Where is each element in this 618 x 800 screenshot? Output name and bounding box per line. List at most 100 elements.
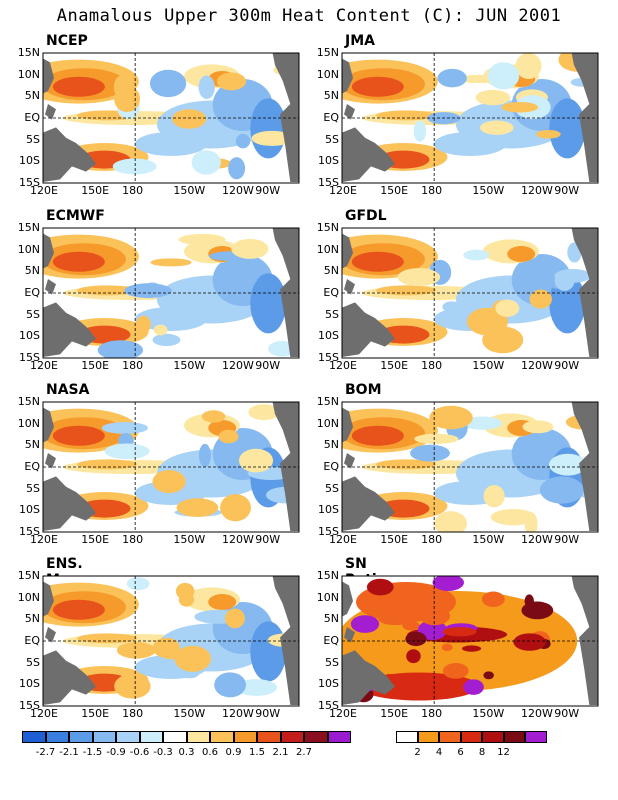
lon-label: 180: [122, 184, 144, 197]
lon-label: 120E: [30, 533, 58, 546]
map-plot: [341, 575, 599, 707]
lon-label: 150E: [81, 184, 110, 197]
lon-label: 150E: [81, 533, 110, 546]
colorbar-swatch: [116, 731, 140, 743]
lon-label: 150W: [173, 359, 206, 372]
colorbar-swatch: [327, 731, 351, 743]
snratio-colorbar: 2 4 6 8 12: [396, 731, 548, 761]
lat-label: 5S: [26, 481, 40, 495]
lon-label: 150E: [81, 707, 110, 720]
lon-label: 90W: [255, 707, 281, 720]
colorbar-swatch: [69, 731, 93, 743]
lat-label: 5N: [323, 89, 339, 103]
lat-label: 10N: [17, 67, 40, 81]
lat-label: 15N: [316, 395, 339, 408]
lat-label: 5N: [323, 438, 339, 452]
colorbar-label: 1.5: [249, 747, 265, 758]
lat-label: 15N: [316, 569, 339, 582]
lat-label: 5S: [26, 132, 40, 146]
lon-label: 150W: [173, 533, 206, 546]
map-plot: [42, 575, 300, 707]
colorbar-swatch: [417, 731, 439, 743]
lon-label: 150W: [472, 359, 505, 372]
lon-label: 120W: [222, 184, 254, 197]
lat-label: 10S: [19, 677, 40, 691]
lat-label: EQ: [24, 111, 40, 124]
lat-label: 10S: [318, 677, 339, 691]
lat-label: 5S: [325, 481, 339, 495]
lon-label: 120E: [329, 533, 357, 546]
lat-label: EQ: [323, 634, 339, 647]
lon-label: 120E: [329, 707, 357, 720]
colorbar-swatch: [45, 731, 69, 743]
lat-label: 15S: [318, 351, 339, 364]
lat-label: 15S: [19, 351, 40, 364]
lat-label: 15S: [318, 176, 339, 189]
lat-label: 10N: [316, 242, 339, 256]
colorbar-label: -0.9: [106, 747, 126, 758]
lon-label: 180: [421, 359, 443, 372]
colorbar-label: 2: [414, 747, 421, 758]
lat-label: 10N: [316, 416, 339, 430]
colorbar-swatch: [22, 731, 46, 743]
lat-label: 10N: [316, 590, 339, 604]
lat-label: EQ: [24, 286, 40, 299]
map-plot: [42, 52, 300, 184]
panel-title: NASA: [46, 382, 90, 398]
map-plot: [42, 401, 300, 533]
colorbar-swatch: [280, 731, 304, 743]
colorbar-swatch: [439, 731, 461, 743]
lat-label: 5N: [24, 612, 40, 626]
lon-label: 150E: [380, 533, 409, 546]
colorbar-label: 0.3: [178, 747, 195, 758]
lon-label: 120E: [30, 707, 58, 720]
lon-label: 90W: [554, 184, 580, 197]
lon-label: 150W: [173, 184, 206, 197]
lon-label: 150W: [472, 707, 505, 720]
lat-label: EQ: [323, 111, 339, 124]
lon-label: 120W: [521, 707, 553, 720]
lat-label: EQ: [323, 286, 339, 299]
lat-label: 10N: [17, 242, 40, 256]
lat-label: 5N: [323, 264, 339, 278]
lat-label: 5S: [26, 307, 40, 321]
lat-label: 10S: [318, 329, 339, 343]
lon-label: 90W: [554, 359, 580, 372]
lon-label: 90W: [255, 533, 281, 546]
lon-label: 120W: [521, 359, 553, 372]
map-plot: [341, 227, 599, 359]
lat-label: 15N: [17, 395, 40, 408]
lat-label: 10S: [318, 503, 339, 517]
colorbar-label: -0.6: [129, 747, 150, 758]
lon-label: 150E: [380, 184, 409, 197]
colorbar-label: -2.7: [35, 747, 56, 758]
lon-label: 150E: [81, 359, 110, 372]
colorbar-label: 0.6: [202, 747, 218, 758]
lon-label: 120W: [521, 533, 553, 546]
lat-label: 10S: [19, 503, 40, 517]
colorbar-swatch: [257, 731, 281, 743]
panel-title: ECMWF: [46, 208, 105, 224]
lon-label: 180: [421, 184, 443, 197]
lon-label: 120E: [30, 184, 58, 197]
lon-label: 150E: [380, 359, 409, 372]
colorbar-label: 2.1: [272, 747, 289, 758]
lon-label: 180: [421, 533, 443, 546]
map-plot: [341, 401, 599, 533]
lon-label: 150W: [472, 533, 505, 546]
map-plot: [42, 227, 300, 359]
lon-label: 120W: [521, 184, 553, 197]
lat-label: 10N: [316, 67, 339, 81]
lat-label: 5N: [24, 89, 40, 103]
colorbar-swatch: [503, 731, 525, 743]
lat-label: 15S: [318, 525, 339, 538]
lat-label: 5S: [325, 307, 339, 321]
lon-label: 180: [421, 707, 443, 720]
lat-label: 5S: [325, 132, 339, 146]
colorbar-label: 2.7: [296, 747, 312, 758]
lon-label: 120E: [329, 184, 357, 197]
lat-label: 15S: [318, 699, 339, 712]
lat-label: 5N: [24, 438, 40, 452]
colorbar-swatch: [92, 731, 116, 743]
lat-label: 15S: [19, 699, 40, 712]
